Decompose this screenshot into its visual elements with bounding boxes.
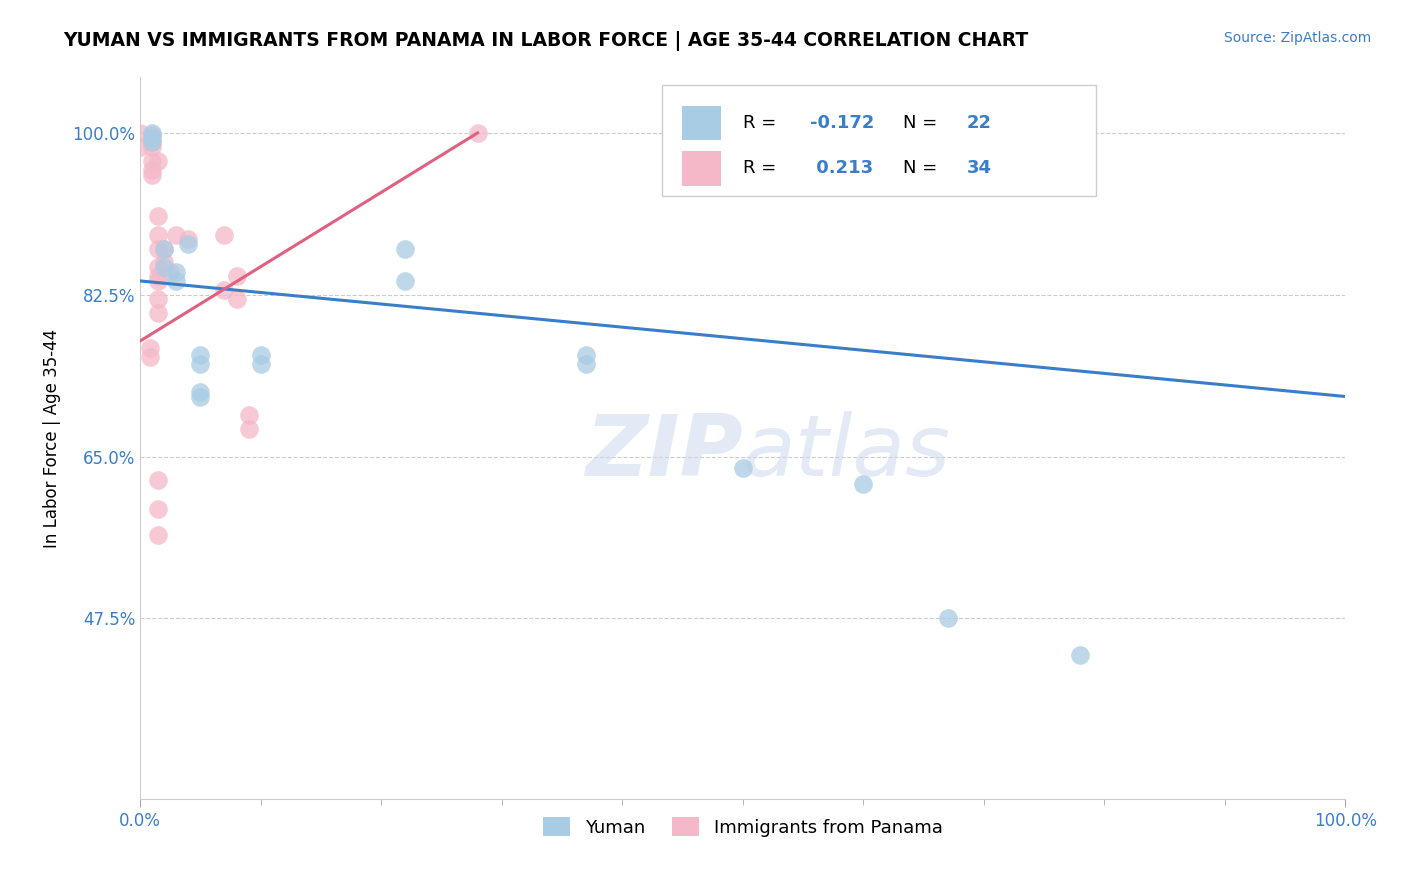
Point <box>575 348 598 362</box>
Point <box>394 274 416 288</box>
Point <box>731 460 754 475</box>
Point <box>146 269 169 284</box>
Point <box>214 227 236 242</box>
Point <box>394 242 416 256</box>
Text: N =: N = <box>903 114 943 132</box>
Text: 22: 22 <box>967 114 993 132</box>
Text: -0.172: -0.172 <box>810 114 875 132</box>
Y-axis label: In Labor Force | Age 35-44: In Labor Force | Age 35-44 <box>44 328 60 548</box>
Point <box>146 274 169 288</box>
Text: atlas: atlas <box>742 411 950 494</box>
Point <box>141 168 163 182</box>
Text: ZIP: ZIP <box>585 411 742 494</box>
Point <box>936 610 959 624</box>
Point <box>249 357 271 371</box>
Point <box>214 283 236 297</box>
Point <box>141 128 163 142</box>
Point <box>129 126 152 140</box>
Point <box>146 209 169 223</box>
Point <box>138 341 160 355</box>
Point <box>146 227 169 242</box>
Point <box>129 140 152 154</box>
Point <box>225 269 247 284</box>
Text: R =: R = <box>742 160 782 178</box>
Point <box>141 153 163 168</box>
Point <box>141 135 163 149</box>
Point <box>1069 648 1091 662</box>
Point <box>238 422 260 436</box>
FancyBboxPatch shape <box>682 151 721 186</box>
Text: N =: N = <box>903 160 943 178</box>
Point <box>177 232 200 246</box>
Point <box>852 477 875 491</box>
Point <box>467 126 489 140</box>
Text: 0.213: 0.213 <box>810 160 873 178</box>
Point <box>141 135 163 149</box>
FancyBboxPatch shape <box>682 105 721 140</box>
FancyBboxPatch shape <box>662 85 1095 196</box>
Point <box>165 227 187 242</box>
Point <box>177 236 200 251</box>
Text: R =: R = <box>742 114 782 132</box>
Point <box>190 384 212 399</box>
Point <box>153 255 176 269</box>
Point <box>146 502 169 516</box>
Point <box>141 163 163 178</box>
Point <box>159 265 181 279</box>
Point <box>146 528 169 542</box>
Point <box>146 260 169 274</box>
Point <box>146 153 169 168</box>
Point <box>190 357 212 371</box>
Text: 34: 34 <box>967 160 993 178</box>
Point <box>575 357 598 371</box>
Point <box>153 242 176 256</box>
Point <box>190 390 212 404</box>
Point <box>249 348 271 362</box>
Point <box>153 242 176 256</box>
Text: YUMAN VS IMMIGRANTS FROM PANAMA IN LABOR FORCE | AGE 35-44 CORRELATION CHART: YUMAN VS IMMIGRANTS FROM PANAMA IN LABOR… <box>63 31 1029 51</box>
Point <box>190 348 212 362</box>
Point <box>165 265 187 279</box>
Point <box>141 130 163 145</box>
Point <box>146 306 169 320</box>
Point <box>141 140 163 154</box>
Point <box>153 260 176 274</box>
Point <box>146 473 169 487</box>
Point <box>146 242 169 256</box>
Point <box>146 293 169 307</box>
Point <box>238 408 260 422</box>
Point <box>225 293 247 307</box>
Legend: Yuman, Immigrants from Panama: Yuman, Immigrants from Panama <box>536 810 949 844</box>
Text: Source: ZipAtlas.com: Source: ZipAtlas.com <box>1223 31 1371 45</box>
Point <box>138 350 160 364</box>
Point <box>165 274 187 288</box>
Point <box>141 126 163 140</box>
